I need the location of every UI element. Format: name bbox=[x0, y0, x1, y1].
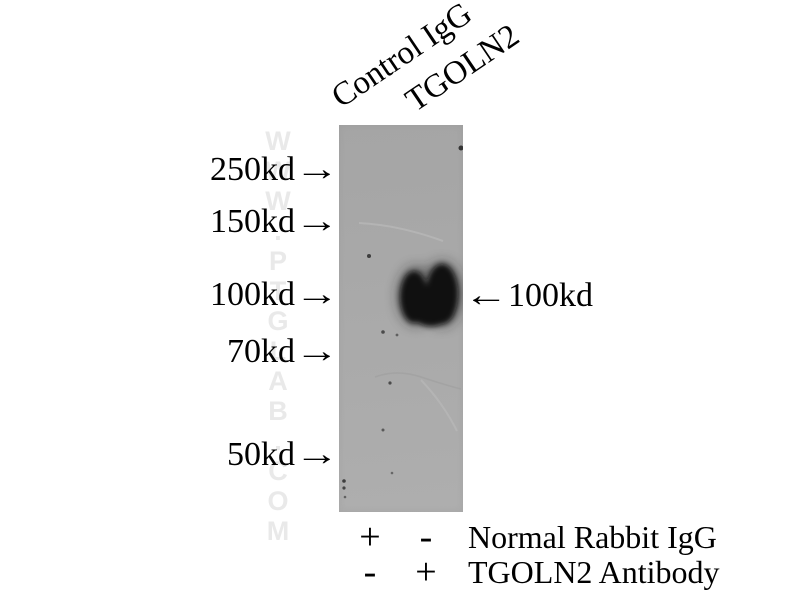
right-arrow-icon: → bbox=[294, 151, 339, 188]
right-arrow-icon: → bbox=[294, 333, 339, 370]
marker-label: 150kd bbox=[210, 203, 295, 240]
left-arrow-icon: ← bbox=[464, 277, 509, 314]
lane1-sign: - bbox=[363, 551, 377, 593]
band-callout: ← 100kd bbox=[464, 276, 593, 316]
marker-70kd: 70kd → bbox=[227, 332, 339, 372]
watermark: WWW.PTGLAB.COM bbox=[263, 126, 293, 546]
blot-artifacts bbox=[342, 145, 463, 499]
legend-label: TGOLN2 Antibody bbox=[468, 554, 720, 590]
lane1-sign: + bbox=[359, 516, 381, 558]
marker-label: 250kd bbox=[210, 151, 295, 188]
membrane-specks bbox=[342, 145, 463, 499]
legend-row-tgoln2-antibody: - + TGOLN2 Antibody bbox=[0, 552, 800, 592]
membrane-scratches bbox=[358, 222, 462, 432]
legend-label: Normal Rabbit IgG bbox=[468, 519, 717, 555]
marker-50kd: 50kd → bbox=[227, 435, 339, 475]
marker-250kd: 250kd → bbox=[210, 150, 339, 190]
marker-150kd: 150kd → bbox=[210, 202, 339, 242]
right-arrow-icon: → bbox=[294, 436, 339, 473]
marker-label: 50kd bbox=[227, 436, 295, 473]
marker-label: 70kd bbox=[227, 333, 295, 370]
blot-membrane bbox=[339, 125, 463, 512]
right-arrow-icon: → bbox=[294, 276, 339, 313]
legend-row-normal-rabbit-igg: + - Normal Rabbit IgG bbox=[0, 517, 800, 557]
band-tgoln2-100kd bbox=[400, 264, 458, 327]
lane2-sign: + bbox=[415, 551, 437, 593]
lane2-sign: - bbox=[419, 516, 433, 558]
band-callout-label: 100kd bbox=[508, 277, 593, 314]
right-arrow-icon: → bbox=[294, 203, 339, 240]
marker-label: 100kd bbox=[210, 276, 295, 313]
marker-100kd: 100kd → bbox=[210, 275, 339, 315]
